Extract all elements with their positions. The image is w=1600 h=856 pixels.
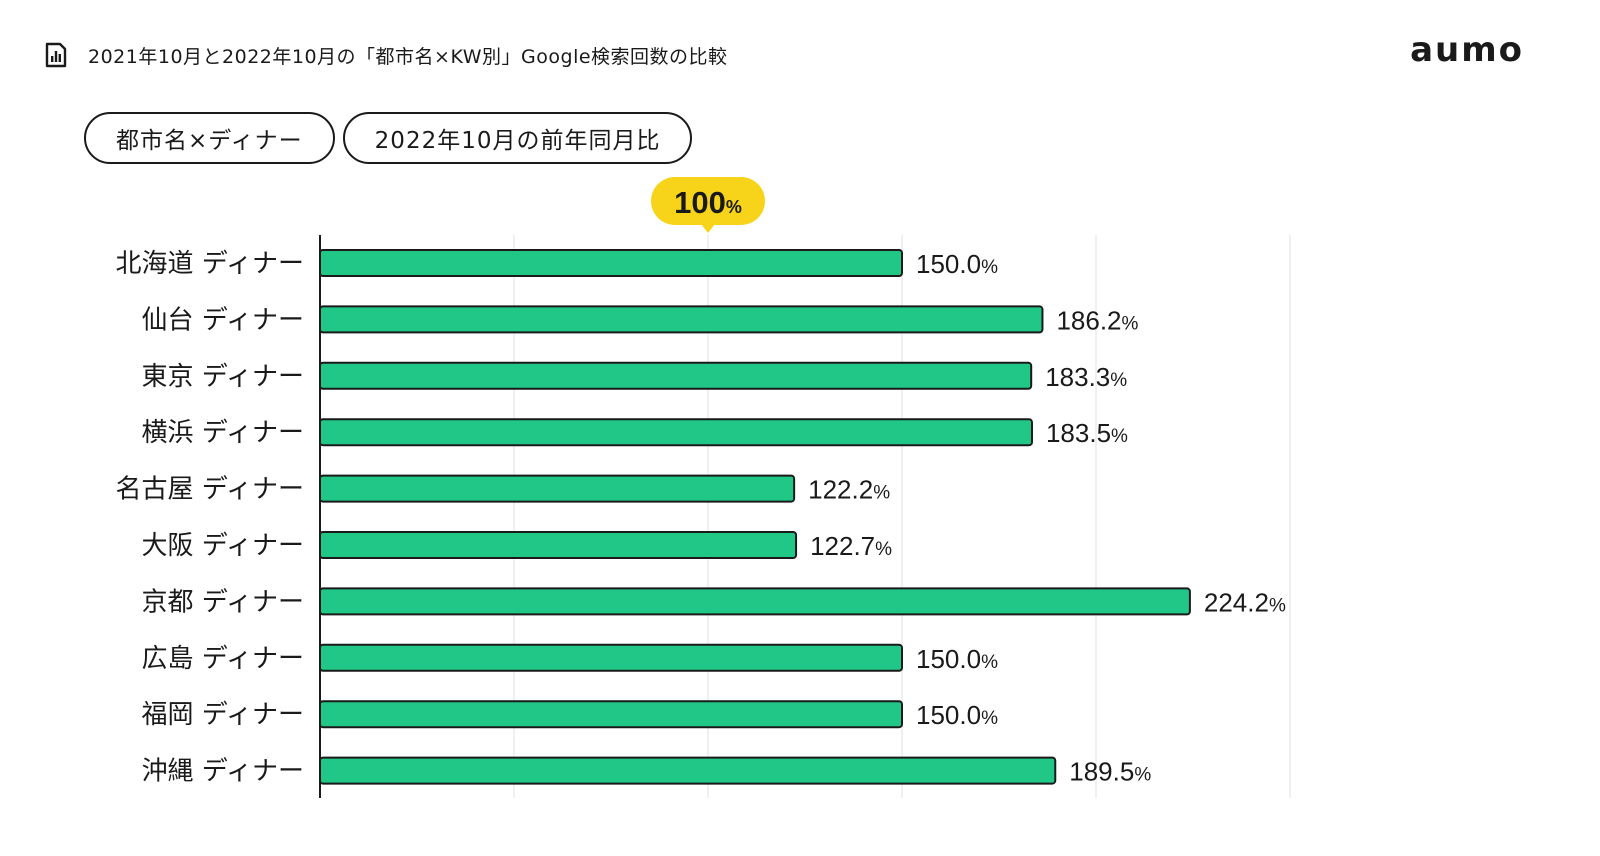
value-label-2: 183.3%	[1045, 362, 1127, 392]
value-number-8: 150.0	[916, 700, 981, 730]
value-label-7: 150.0%	[916, 644, 998, 674]
category-label-9: 沖縄 ディナー	[142, 757, 304, 787]
filter-pills: 都市名×ディナー 2022年10月の前年同月比	[84, 112, 693, 164]
bar-3	[319, 418, 1033, 447]
bar-1	[319, 305, 1044, 334]
filter-pill-period: 2022年10月の前年同月比	[342, 112, 693, 164]
category-label-3: 横浜 ディナー	[142, 418, 304, 448]
brand-logo: aumo	[1410, 30, 1524, 70]
category-label-8: 福岡 ディナー	[142, 700, 304, 730]
bar-8	[319, 700, 903, 729]
reference-badge	[651, 177, 765, 225]
bar-7	[319, 643, 903, 672]
value-label-1: 186.2%	[1056, 305, 1138, 335]
reference-number: 100	[674, 185, 726, 220]
value-unit-7: %	[981, 652, 998, 673]
value-label-8: 150.0%	[916, 700, 998, 730]
value-unit-1: %	[1122, 313, 1139, 334]
value-number-7: 150.0	[916, 644, 981, 674]
reference-label: 100%	[674, 185, 742, 220]
value-unit-9: %	[1134, 765, 1151, 786]
value-label-4: 122.2%	[808, 475, 890, 505]
value-label-6: 224.2%	[1204, 587, 1286, 617]
value-unit-6: %	[1269, 595, 1286, 616]
value-label-3: 183.5%	[1046, 418, 1128, 448]
value-number-1: 186.2	[1056, 305, 1121, 335]
filter-pill-keyword: 都市名×ディナー	[84, 112, 335, 164]
value-label-9: 189.5%	[1069, 757, 1151, 787]
page-title: 2021年10月と2022年10月の「都市名×KW別」Google検索回数の比較	[88, 45, 728, 68]
category-label-1: 仙台 ディナー	[142, 305, 304, 335]
reference-unit: %	[726, 197, 742, 217]
category-label-5: 大阪 ディナー	[142, 531, 304, 561]
value-unit-5: %	[875, 539, 892, 560]
value-number-3: 183.5	[1046, 418, 1111, 448]
value-number-2: 183.3	[1045, 362, 1110, 392]
category-label-2: 東京 ディナー	[142, 362, 304, 392]
chart-header: 2021年10月と2022年10月の「都市名×KW別」Google検索回数の比較	[44, 40, 728, 70]
value-number-4: 122.2	[808, 475, 873, 505]
category-label-4: 名古屋 ディナー	[116, 475, 304, 505]
value-unit-8: %	[981, 708, 998, 729]
value-unit-4: %	[873, 483, 890, 504]
bar-chart-document-icon	[45, 42, 67, 68]
bar-9	[319, 756, 1057, 785]
bar-4	[319, 474, 796, 503]
value-unit-2: %	[1110, 370, 1127, 391]
value-label-5: 122.7%	[810, 531, 892, 561]
reference-badge-pointer	[701, 224, 715, 233]
category-label-6: 京都 ディナー	[142, 587, 304, 617]
value-label-0: 150.0%	[916, 249, 998, 279]
value-number-6: 224.2	[1204, 587, 1269, 617]
bar-6	[319, 587, 1191, 616]
value-unit-3: %	[1111, 426, 1128, 447]
bar-2	[319, 361, 1033, 390]
bar-5	[319, 531, 798, 559]
value-number-5: 122.7	[810, 531, 875, 561]
category-label-0: 北海道 ディナー	[116, 249, 304, 279]
bar-0	[319, 249, 903, 277]
category-label-7: 広島 ディナー	[142, 644, 304, 674]
value-unit-0: %	[981, 257, 998, 278]
value-number-9: 189.5	[1069, 757, 1134, 787]
value-number-0: 150.0	[916, 249, 981, 279]
